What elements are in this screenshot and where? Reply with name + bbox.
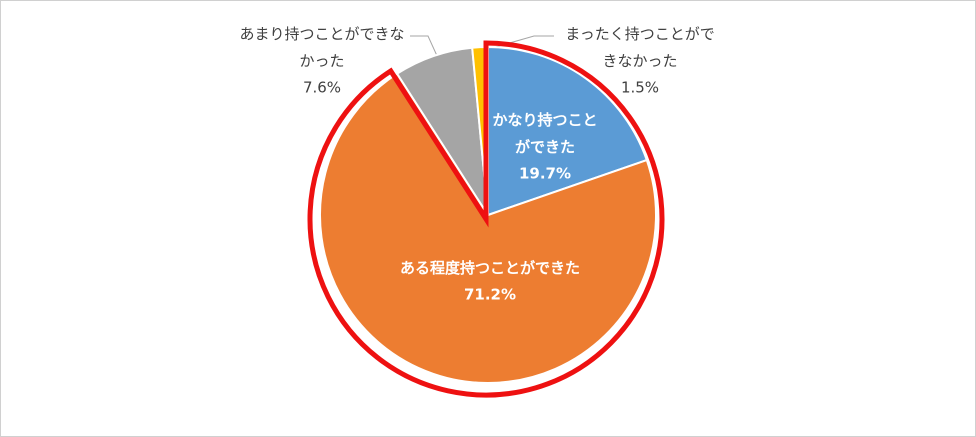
- slice-label: まったく持つことができなかった: [565, 25, 714, 70]
- value-label: 19.7%: [519, 165, 571, 183]
- slice-label: かなり持つことができた: [492, 111, 597, 156]
- value-label: 71.2%: [464, 286, 516, 304]
- value-label: 7.6%: [303, 79, 341, 97]
- leader-line: [410, 35, 439, 59]
- highlight-outline: [307, 40, 665, 398]
- slice-label: ある程度持つことができた: [400, 259, 580, 277]
- value-label: 1.5%: [621, 79, 659, 97]
- slice-label: あまり持つことができなかった: [239, 25, 404, 70]
- pie-slice: [319, 72, 657, 384]
